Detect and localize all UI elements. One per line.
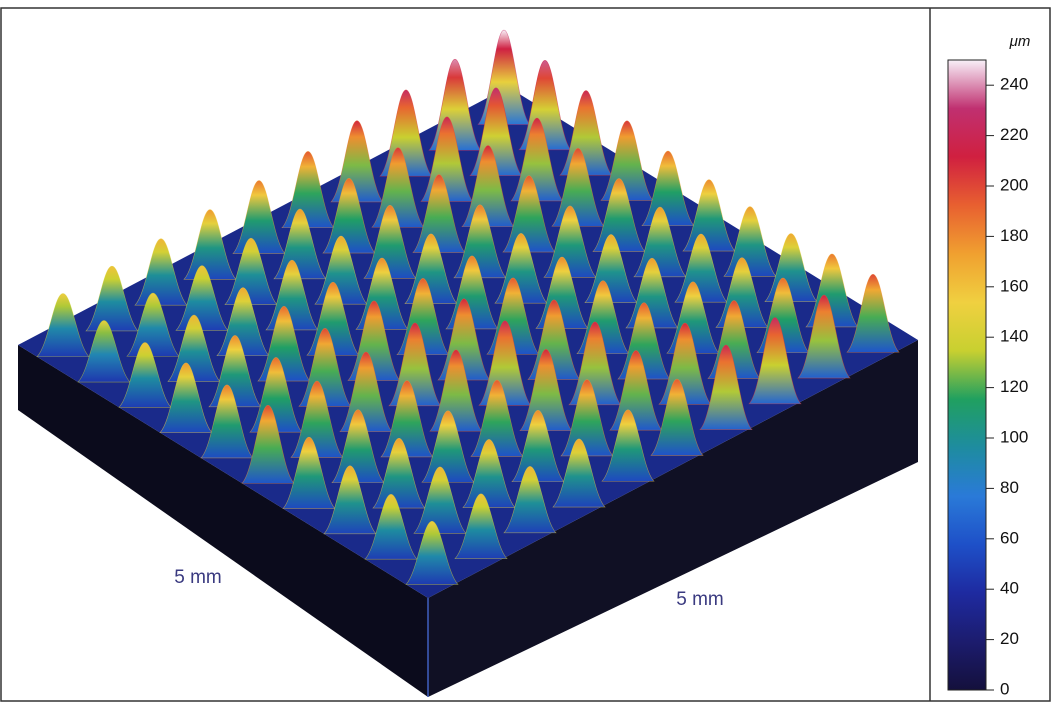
colorbar-gradient — [948, 60, 986, 690]
colorbar-tick-label: 140 — [1000, 327, 1028, 346]
colorbar-tick-label: 200 — [1000, 175, 1028, 194]
colorbar-tick-label: 240 — [1000, 75, 1028, 94]
y-axis-label: 5 mm — [676, 589, 724, 610]
colorbar-tick-label: 160 — [1000, 276, 1028, 295]
colorbar-tick-label: 220 — [1000, 125, 1028, 144]
colorbar-tick-label: 60 — [1000, 528, 1019, 547]
colorbar-tick-label: 80 — [1000, 478, 1019, 497]
colorbar-tick-label: 0 — [1000, 679, 1009, 698]
colorbar-tick-label: 20 — [1000, 629, 1019, 648]
colorbar-tick-label: 100 — [1000, 427, 1028, 446]
colorbar-tick-label: 180 — [1000, 226, 1028, 245]
x-axis-label: 5 mm — [174, 567, 222, 588]
colorbar-tick-label: 40 — [1000, 579, 1019, 598]
colorbar-unit: μm — [1009, 33, 1031, 50]
colorbar-tick-label: 120 — [1000, 377, 1028, 396]
chart: 5 mm 5 mm μm 0 20 40 60 80 100 120 140 160 180 200… — [0, 0, 1051, 702]
